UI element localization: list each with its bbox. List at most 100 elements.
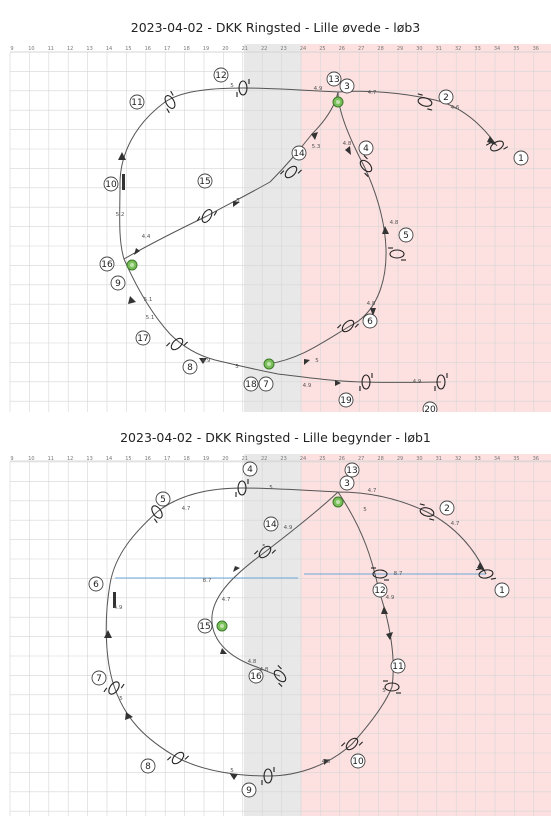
obstacle-number: 2 bbox=[439, 500, 455, 516]
obstacle-number-label: 2 bbox=[443, 93, 449, 103]
ruler-tick-label: 34 bbox=[494, 46, 500, 52]
ruler-tick-label: 23 bbox=[280, 46, 286, 52]
obstacle-number: 1 bbox=[494, 582, 510, 598]
ruler-tick-label: 29 bbox=[397, 46, 403, 52]
ruler-tick-label: 32 bbox=[455, 456, 461, 462]
obstacle-number-label: 14 bbox=[293, 149, 305, 159]
obstacle-number: 13 bbox=[326, 71, 342, 87]
distance-label: 4.6 bbox=[451, 105, 460, 111]
obstacle-number-label: 8 bbox=[187, 363, 193, 373]
ruler-tick-label: 29 bbox=[397, 456, 403, 462]
ruler-tick-label: 20 bbox=[222, 456, 228, 462]
obstacle-number-label: 15 bbox=[199, 177, 210, 187]
ruler-tick-label: 21 bbox=[242, 46, 248, 52]
obstacle-number-label: 7 bbox=[263, 380, 269, 390]
ruler-tick-label: 11 bbox=[48, 46, 54, 52]
distance-label: 4.9 bbox=[386, 595, 395, 601]
ruler-tick-label: 22 bbox=[261, 456, 267, 462]
obstacle-number: 2 bbox=[438, 89, 454, 105]
obstacle-number-label: 6 bbox=[367, 317, 373, 327]
obstacle-number-label: 5 bbox=[403, 231, 409, 241]
course-diagram: 9 10 11 12 13 14 15 16 17 18 19 20 21 22 23 24 25 26 27 28 2… bbox=[9, 44, 551, 412]
ruler-tick-label: 27 bbox=[358, 456, 364, 462]
distance-label: 4.8 bbox=[343, 141, 352, 147]
distance-label: 4.9 bbox=[303, 383, 312, 389]
ruler-tick-label: 14 bbox=[106, 456, 112, 462]
ruler-tick-label: 14 bbox=[106, 46, 112, 52]
distance-label: 5 bbox=[262, 544, 266, 550]
obstacle-number: 18 bbox=[243, 376, 259, 392]
obstacle-number: 7 bbox=[258, 376, 274, 392]
distance-labels: 5 4.7 4.7 4.7 4.9 5 4.9 5 5 4.8 5 4.9 5 4.8 4.7 4.8 8.7 8… bbox=[114, 485, 460, 774]
obstacle-number-label: 9 bbox=[115, 279, 121, 289]
obstacle-number-label: 18 bbox=[245, 380, 257, 390]
distance-label: 5 bbox=[230, 83, 234, 89]
ruler-tick-label: 26 bbox=[339, 46, 345, 52]
obstacle-number: 6 bbox=[88, 576, 104, 592]
jump-obstacles bbox=[103, 479, 497, 785]
ruler-tick-label: 28 bbox=[377, 456, 383, 462]
ruler-tick-label: 30 bbox=[416, 456, 422, 462]
distance-label: 4.8 bbox=[390, 220, 399, 226]
distance-label: 4.9 bbox=[202, 358, 211, 364]
ruler-tick-label: 16 bbox=[145, 456, 151, 462]
ruler-tick-label: 17 bbox=[164, 46, 170, 52]
ruler-tick-label: 13 bbox=[86, 46, 92, 52]
distance-label: 5 bbox=[236, 198, 240, 204]
distance-label: 5.2 bbox=[116, 212, 125, 218]
course-title: 2023-04-02 - DKK Ringsted - Lille begynd… bbox=[120, 430, 431, 445]
obstacle-number: 16 bbox=[99, 256, 115, 272]
ruler-tick-label: 31 bbox=[436, 46, 442, 52]
ruler-tick-label: 34 bbox=[494, 456, 500, 462]
ruler-tick-label: 36 bbox=[533, 456, 539, 462]
obstacle-number-label: 12 bbox=[215, 71, 226, 81]
ruler-tick-label: 12 bbox=[67, 46, 73, 52]
distance-label: 4.9 bbox=[114, 605, 123, 611]
course-title: 2023-04-02 - DKK Ringsted - Lille øvede … bbox=[130, 20, 421, 35]
distance-label: 5.3 bbox=[312, 144, 321, 150]
ruler-tick-label: 11 bbox=[48, 456, 54, 462]
ruler-tick-label: 25 bbox=[319, 46, 325, 52]
obstacle-number: 11 bbox=[390, 658, 406, 674]
ruler-tick-label: 13 bbox=[86, 456, 92, 462]
ruler-tick-label: 16 bbox=[145, 46, 151, 52]
obstacle-number: 1 bbox=[513, 150, 529, 166]
ruler-tick-label: 10 bbox=[28, 456, 34, 462]
obstacle-number-label: 2 bbox=[444, 504, 450, 514]
distance-label: 5 bbox=[269, 485, 273, 491]
ruler: 9 10 11 12 13 14 15 16 17 18 19 20 21 22 23 24 25 26 27 28 2… bbox=[10, 46, 539, 52]
distance-label: 5 bbox=[363, 507, 367, 513]
ruler-tick-label: 32 bbox=[455, 46, 461, 52]
ruler-tick-label: 9 bbox=[10, 456, 13, 462]
ruler-tick-label: 31 bbox=[436, 456, 442, 462]
path-arrows bbox=[118, 132, 496, 386]
ruler-tick-label: 19 bbox=[203, 46, 209, 52]
distance-label: 8.7 bbox=[394, 571, 403, 577]
measure-lines bbox=[115, 573, 486, 579]
ruler-tick-label: 26 bbox=[339, 456, 345, 462]
obstacle-number: 19 bbox=[338, 392, 354, 408]
distance-label: 4.8 bbox=[248, 659, 257, 665]
course-map-1: 2023-04-02 - DKK Ringsted - Lille øvede … bbox=[9, 20, 551, 412]
course-map-2: 2023-04-02 - DKK Ringsted - Lille begynd… bbox=[0, 408, 551, 816]
obstacle-number: 7 bbox=[91, 670, 107, 686]
distance-label: 4.9 bbox=[413, 379, 422, 385]
obstacle-number: 3 bbox=[339, 475, 355, 491]
obstacle-number-label: 3 bbox=[344, 82, 350, 92]
ruler-tick-label: 19 bbox=[203, 456, 209, 462]
ruler-tick-label: 33 bbox=[474, 456, 480, 462]
obstacle-number: 10 bbox=[350, 753, 366, 769]
ring-zone bbox=[301, 44, 551, 412]
obstacle-number-label: 16 bbox=[101, 260, 113, 270]
obstacle-number-label: 13 bbox=[346, 466, 357, 476]
distance-label: 4.8 bbox=[322, 759, 331, 765]
jump-obstacles bbox=[164, 79, 509, 391]
ruler-tick-label: 20 bbox=[222, 46, 228, 52]
obstacle-number: 15 bbox=[197, 173, 213, 189]
obstacle-number-label: 9 bbox=[246, 786, 252, 796]
obstacle-number: 15 bbox=[197, 618, 213, 634]
distance-label: 5.1 bbox=[146, 315, 155, 321]
distance-label: 4.4 bbox=[142, 234, 151, 240]
distance-label: 5.1 bbox=[144, 297, 153, 303]
distance-label: 5 bbox=[230, 768, 234, 774]
